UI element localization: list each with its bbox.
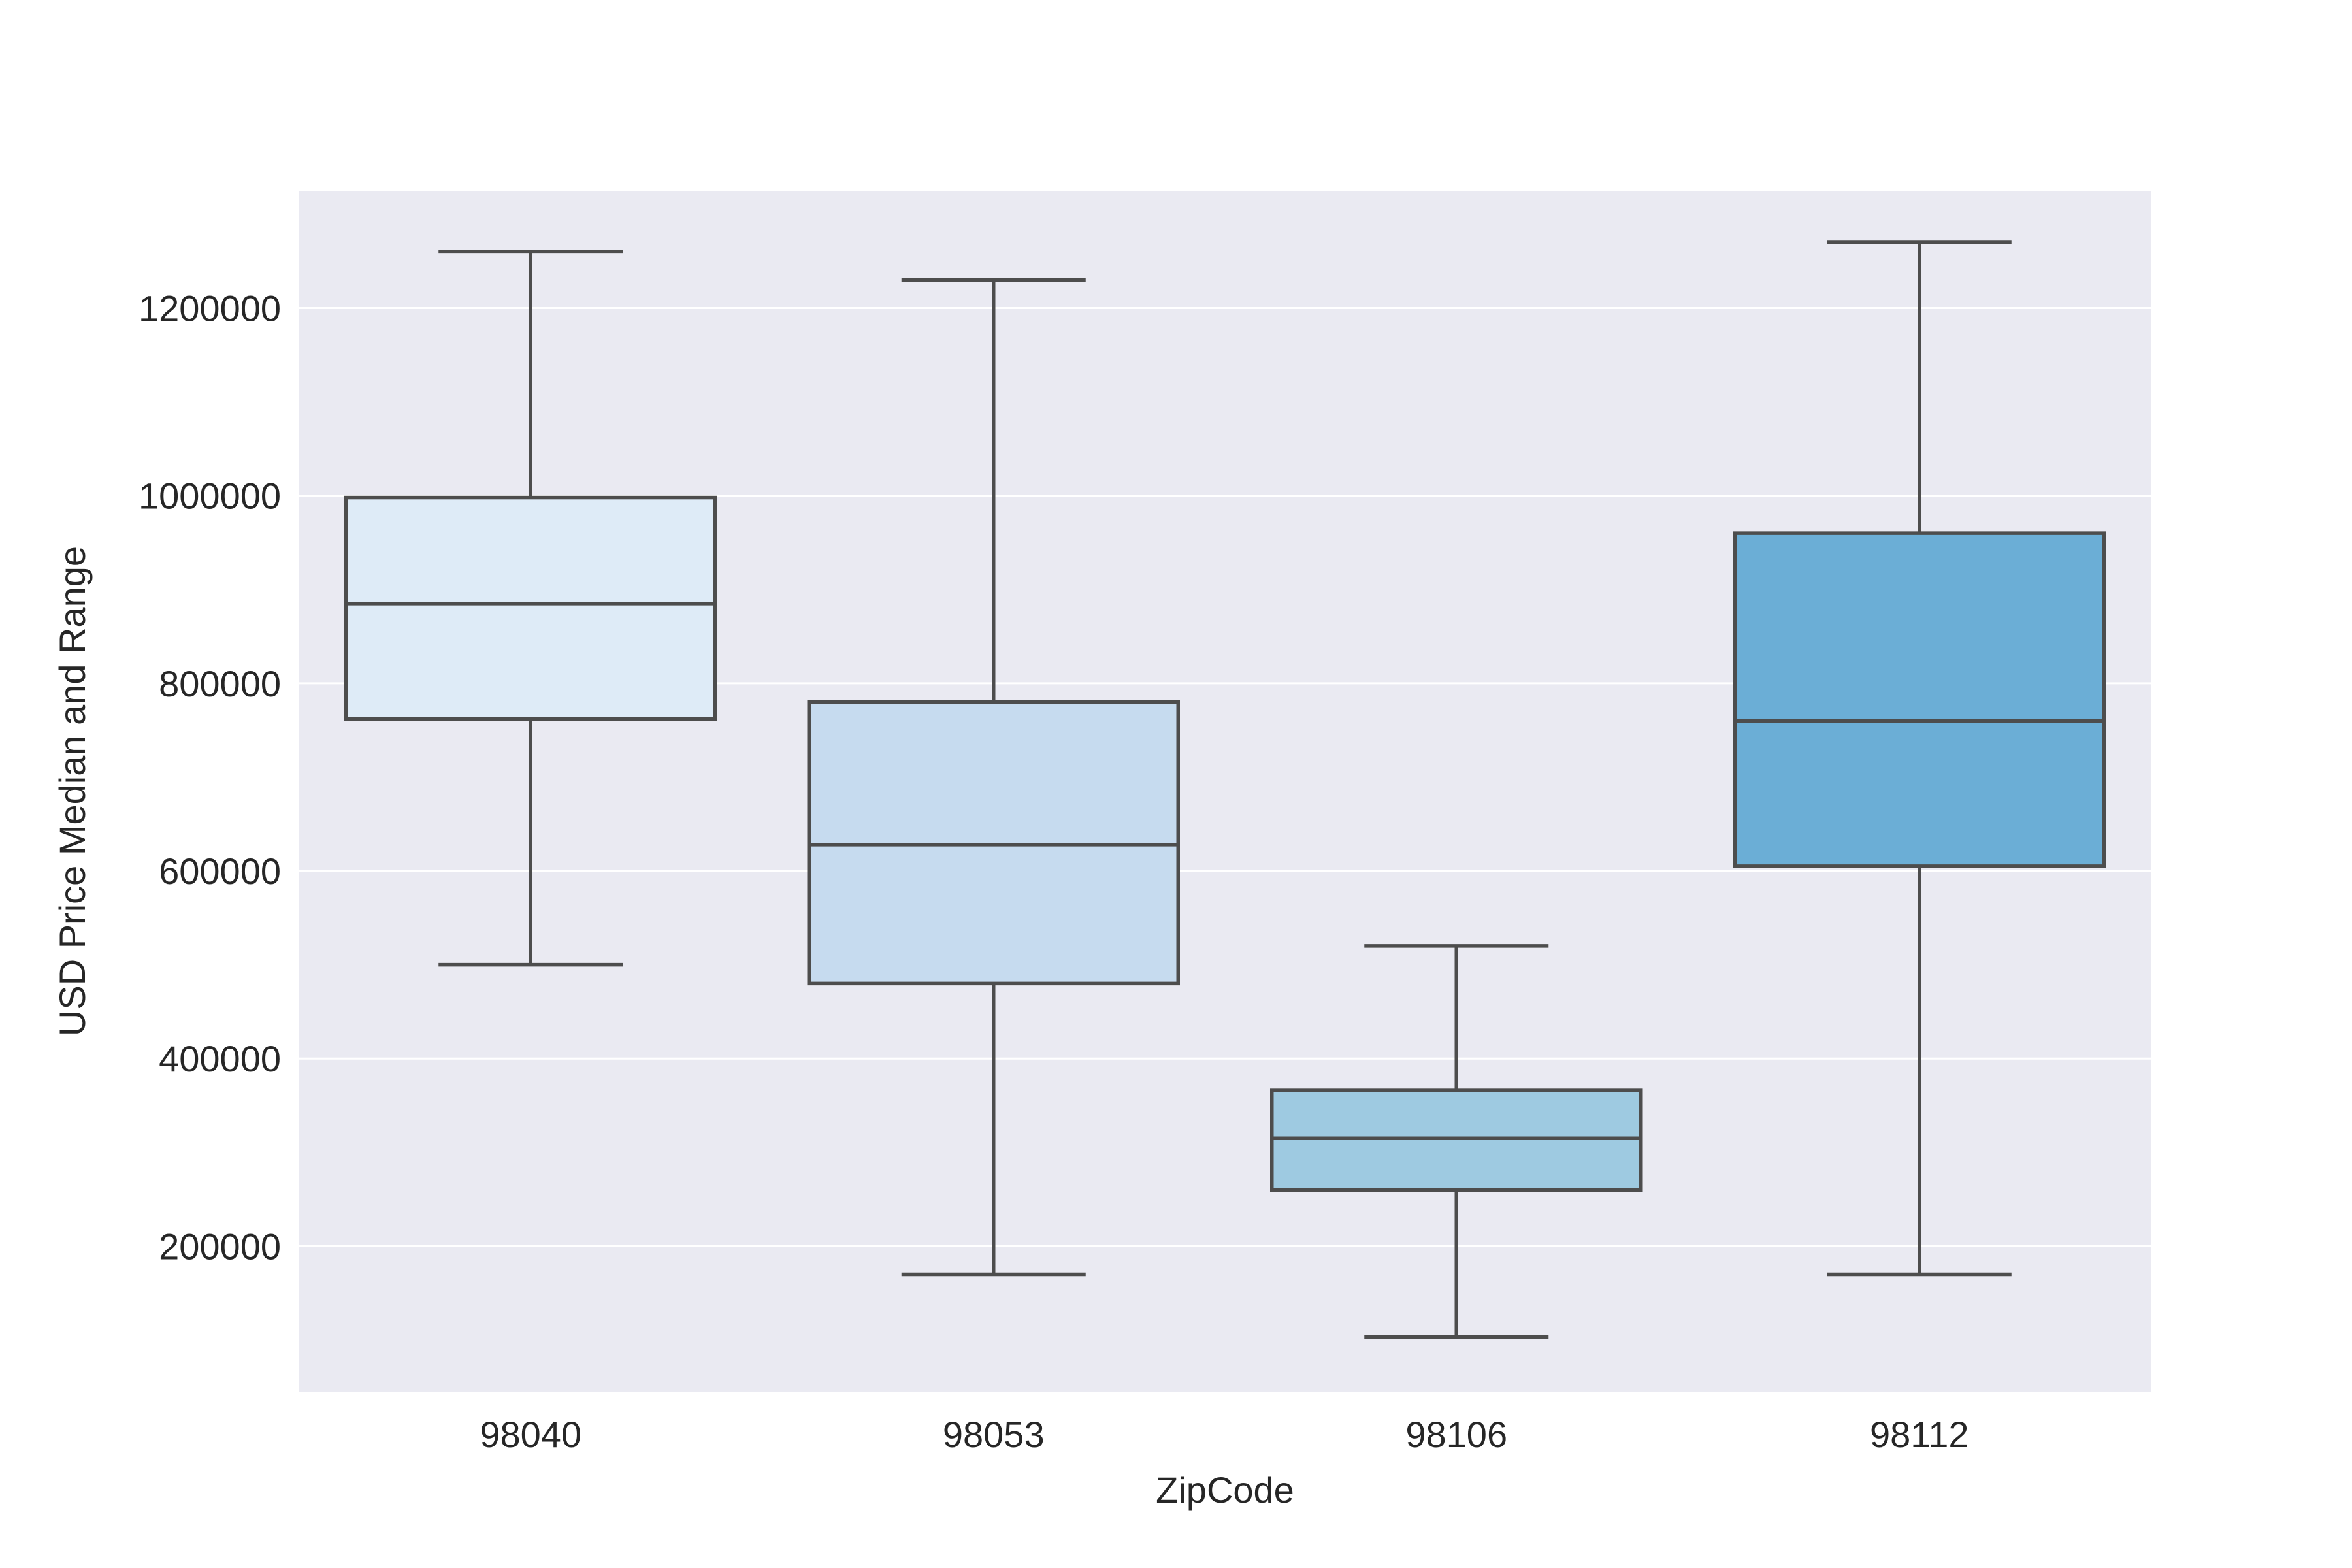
iqr-box [344,495,717,721]
iqr-box [807,700,1180,986]
y-tick-label: 1200000 [139,287,281,329]
y-tick-label: 800000 [159,663,281,704]
iqr-box [1270,1088,1643,1192]
box-98106 [1270,944,1643,1339]
box-98053 [807,278,1180,1277]
box-98040 [344,250,717,967]
box-98112 [1733,240,2106,1277]
y-tick-label: 200000 [159,1226,281,1267]
y-tick-labels: 200000 400000 600000 800000 1000000 1200000 [139,287,281,1267]
y-tick-label: 600000 [159,851,281,892]
y-tick-label: 1000000 [139,476,281,517]
iqr-box [1733,531,2106,868]
x-tick-label: 98106 [1405,1414,1507,1455]
x-tick-label: 98040 [480,1414,581,1455]
box-series [344,240,2106,1339]
y-axis-label: USD Price Median and Range [52,546,93,1036]
y-tick-label: 400000 [159,1038,281,1079]
x-tick-label: 98112 [1870,1414,1969,1455]
x-tick-label: 98053 [943,1414,1045,1455]
x-tick-labels: 98040 98053 98106 98112 [480,1414,1968,1455]
x-axis-label: ZipCode [1156,1469,1294,1511]
